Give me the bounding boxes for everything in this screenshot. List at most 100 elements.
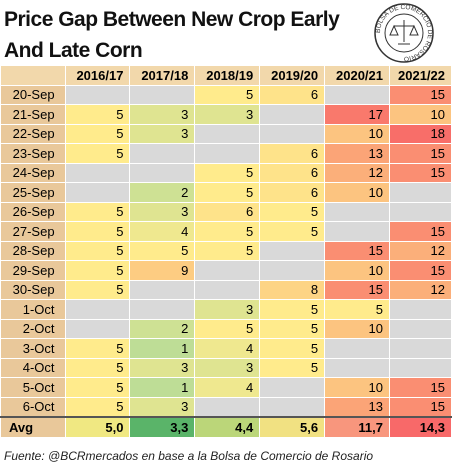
cell: 6 <box>194 201 261 222</box>
row-label: 25-Sep <box>0 182 66 203</box>
cell: 6 <box>259 84 326 105</box>
cell: 5 <box>259 318 326 339</box>
row: 3-Oct 5 1 4 5 <box>0 338 452 359</box>
column-header: 2017/18 <box>129 65 196 86</box>
cell <box>64 162 131 183</box>
cell <box>259 260 326 281</box>
cell: 2 <box>129 182 196 203</box>
cell <box>259 104 326 125</box>
cell: 5 <box>64 260 131 281</box>
cell <box>324 338 390 359</box>
cell: 5 <box>64 377 131 398</box>
cell: 5 <box>129 240 196 261</box>
cell <box>194 279 261 300</box>
row: 23-Sep 5 6 13 15 <box>0 143 452 164</box>
row-label: 21-Sep <box>0 104 66 125</box>
cell: 12 <box>389 240 452 261</box>
average-row: Avg 5,0 3,3 4,4 5,6 11,7 14,3 <box>0 415 452 438</box>
column-header: 2021/22 <box>389 65 452 86</box>
cell <box>129 143 196 164</box>
cell: 9 <box>129 260 196 281</box>
cell <box>259 240 326 261</box>
row: 2-Oct 2 5 5 10 <box>0 318 452 339</box>
cell <box>389 201 452 222</box>
row: 1-Oct 3 5 5 <box>0 299 452 320</box>
cell <box>389 299 452 320</box>
cell: 5 <box>194 221 261 242</box>
cell: 2 <box>129 318 196 339</box>
row: 21-Sep 5 3 3 17 10 <box>0 104 452 125</box>
row: 26-Sep 5 3 6 5 <box>0 201 452 222</box>
row: 29-Sep 5 9 10 15 <box>0 260 452 281</box>
cell: 6 <box>259 182 326 203</box>
cell <box>194 143 261 164</box>
cell <box>259 123 326 144</box>
cell: 5 <box>194 240 261 261</box>
cell: 13 <box>324 396 390 417</box>
cell <box>389 182 452 203</box>
cell: 5 <box>64 279 131 300</box>
average-cell: 11,7 <box>324 415 390 438</box>
cell <box>64 318 131 339</box>
cell: 5 <box>64 338 131 359</box>
logo: BOLSA DE COMERCIO DE ROSARIO <box>374 3 434 63</box>
cell: 15 <box>324 240 390 261</box>
cell: 5 <box>64 104 131 125</box>
cell: 15 <box>389 260 452 281</box>
cell: 6 <box>259 162 326 183</box>
row-label: 26-Sep <box>0 201 66 222</box>
cell: 5 <box>64 240 131 261</box>
cell: 12 <box>324 162 390 183</box>
column-header: 2018/19 <box>194 65 261 86</box>
cell: 4 <box>129 221 196 242</box>
row-label: 24-Sep <box>0 162 66 183</box>
cell: 5 <box>64 201 131 222</box>
cell <box>389 318 452 339</box>
row: 27-Sep 5 4 5 5 15 <box>0 221 452 242</box>
header-row: 2016/17 2017/18 2018/19 2019/20 2020/21 2021/… <box>0 65 452 86</box>
cell: 5 <box>259 338 326 359</box>
cell: 6 <box>259 143 326 164</box>
corner <box>0 65 66 86</box>
row: 28-Sep 5 5 5 15 12 <box>0 240 452 261</box>
cell <box>259 396 326 417</box>
row: 20-Sep 5 6 15 <box>0 84 452 105</box>
cell: 5 <box>194 84 261 105</box>
row-label: 29-Sep <box>0 260 66 281</box>
column-header: 2020/21 <box>324 65 390 86</box>
average-cell: 4,4 <box>194 415 261 438</box>
row-label: 30-Sep <box>0 279 66 300</box>
cell <box>129 299 196 320</box>
cell: 17 <box>324 104 390 125</box>
cell: 3 <box>194 357 261 378</box>
cell: 15 <box>389 162 452 183</box>
cell: 10 <box>324 377 390 398</box>
cell: 3 <box>129 104 196 125</box>
cell <box>64 84 131 105</box>
cell: 10 <box>324 318 390 339</box>
heatmap-table: 2016/17 2017/18 2018/19 2019/20 2020/21 2021/… <box>0 65 452 438</box>
cell: 5 <box>64 123 131 144</box>
cell <box>259 377 326 398</box>
title: Price Gap Between New Crop Early And Lat… <box>4 8 340 62</box>
cell: 10 <box>324 260 390 281</box>
cell: 3 <box>194 104 261 125</box>
row-label: 27-Sep <box>0 221 66 242</box>
row: 6-Oct 5 3 13 15 <box>0 396 452 417</box>
cell: 5 <box>194 318 261 339</box>
source: Fuente: @BCRmercados en base a la Bolsa … <box>4 449 374 463</box>
cell: 4 <box>194 377 261 398</box>
cell <box>324 84 390 105</box>
column-header: 2019/20 <box>259 65 326 86</box>
row-label: 3-Oct <box>0 338 66 359</box>
cell: 15 <box>389 84 452 105</box>
cell: 3 <box>129 201 196 222</box>
cell <box>64 182 131 203</box>
cell: 5 <box>64 221 131 242</box>
cell <box>389 338 452 359</box>
row-label: 22-Sep <box>0 123 66 144</box>
cell <box>324 357 390 378</box>
cell: 5 <box>259 357 326 378</box>
cell: 4 <box>194 338 261 359</box>
